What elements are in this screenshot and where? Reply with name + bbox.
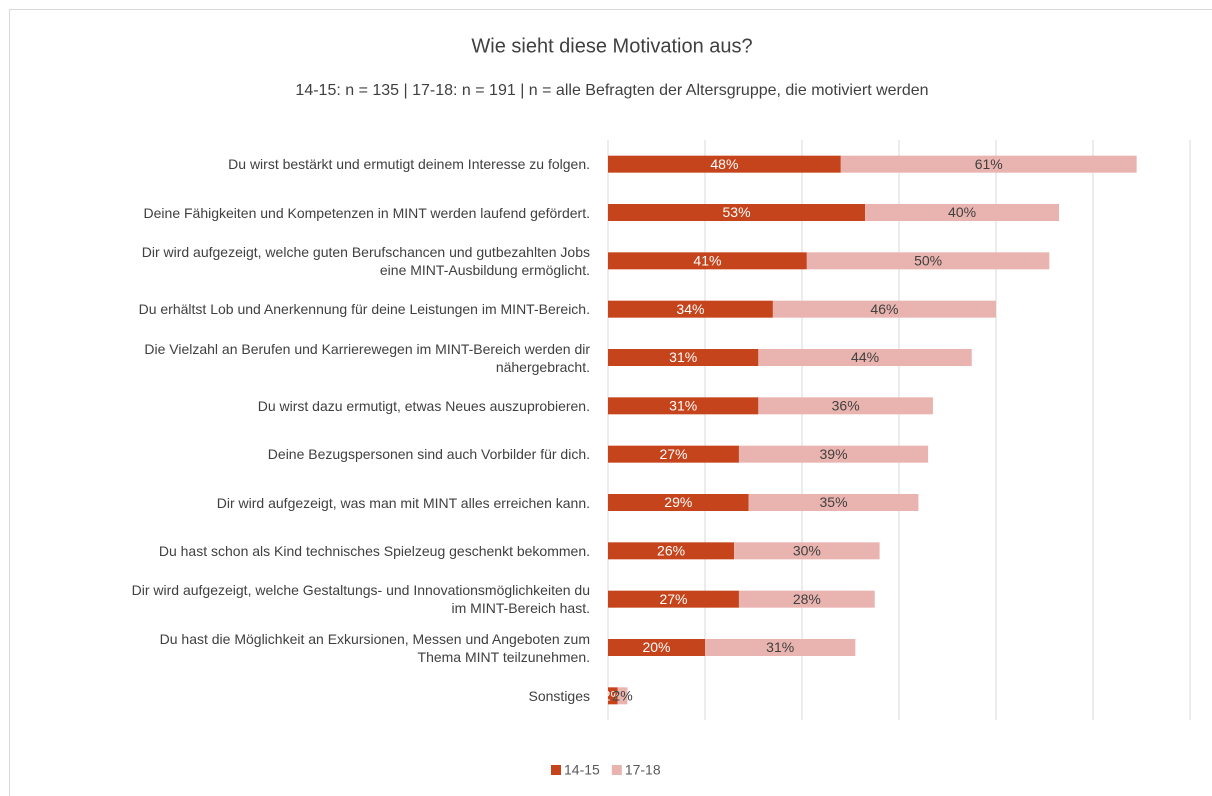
category-label: Du hast die Möglichkeit an Exkursionen, …	[159, 630, 590, 665]
data-label: 31%	[766, 639, 794, 655]
data-label: 36%	[832, 398, 860, 414]
bar	[705, 639, 856, 656]
data-label: 50%	[914, 253, 942, 269]
legend-label: 17-18	[625, 762, 661, 778]
data-label: 35%	[820, 494, 848, 510]
data-label: 29%	[664, 494, 692, 510]
bar	[865, 204, 1060, 221]
bar	[758, 349, 972, 366]
bar	[748, 494, 919, 511]
data-label: 44%	[851, 349, 879, 365]
category-label: Deine Fähigkeiten und Kompetenzen in MIN…	[143, 204, 590, 221]
data-label: 31%	[669, 349, 697, 365]
data-label: 27%	[659, 591, 687, 607]
data-label: 46%	[870, 301, 898, 317]
bar	[608, 300, 773, 318]
category-label: Du wirst bestärkt und ermutigt deinem In…	[228, 156, 590, 173]
bar	[840, 155, 1137, 173]
data-label: 34%	[676, 301, 704, 317]
bar	[608, 639, 705, 656]
data-label: 20%	[642, 639, 670, 655]
data-label: 39%	[820, 446, 848, 462]
bar	[772, 300, 996, 318]
category-label: Du wirst dazu ermutigt, etwas Neues ausz…	[257, 397, 590, 414]
category-label: Sonstiges	[528, 687, 590, 704]
bar	[738, 445, 929, 463]
bar	[738, 590, 875, 608]
bar	[608, 155, 841, 173]
data-label: 26%	[657, 543, 685, 559]
chart-title: Wie sieht diese Motivation aus?	[471, 35, 752, 57]
data-label: 28%	[793, 591, 821, 607]
bar	[806, 252, 1050, 270]
bar	[608, 542, 735, 560]
bar	[608, 397, 759, 415]
bar	[608, 349, 759, 366]
bar	[608, 445, 739, 463]
legend-label: 14-15	[564, 762, 600, 778]
bar	[608, 252, 807, 270]
category-label: Dir wird aufgezeigt, welche guten Berufs…	[141, 243, 590, 278]
data-label: 41%	[693, 253, 721, 269]
data-label: 2%	[612, 688, 632, 704]
category-label: Du erhältst Lob und Anerkennung für dein…	[138, 301, 590, 318]
data-label: 48%	[710, 156, 738, 172]
bar	[617, 687, 628, 705]
category-label: Dir wird aufgezeigt, was man mit MINT al…	[216, 494, 590, 511]
bar	[734, 542, 880, 560]
data-label: 27%	[659, 446, 687, 462]
bar	[608, 590, 739, 608]
data-label: 40%	[948, 204, 976, 220]
data-label: 53%	[723, 204, 751, 220]
chart-subtitle: 14-15: n = 135 | 17-18: n = 191 | n = al…	[295, 82, 928, 99]
category-label: Deine Bezugspersonen sind auch Vorbilder…	[267, 446, 590, 463]
category-label: Du hast schon als Kind technisches Spiel…	[158, 542, 590, 559]
data-label: 61%	[975, 156, 1003, 172]
bar	[608, 687, 618, 705]
category-label: Dir wird aufgezeigt, welche Gestaltungs-…	[131, 582, 590, 617]
data-label: 31%	[669, 398, 697, 414]
category-label: Die Vielzahl an Berufen und Karrierewege…	[144, 340, 590, 375]
chart-border	[9, 9, 1212, 796]
bar	[608, 494, 749, 511]
data-label: 30%	[793, 543, 821, 559]
bar	[608, 204, 866, 221]
bar	[758, 397, 933, 415]
legend-swatch	[611, 765, 622, 775]
legend-swatch	[551, 765, 561, 775]
